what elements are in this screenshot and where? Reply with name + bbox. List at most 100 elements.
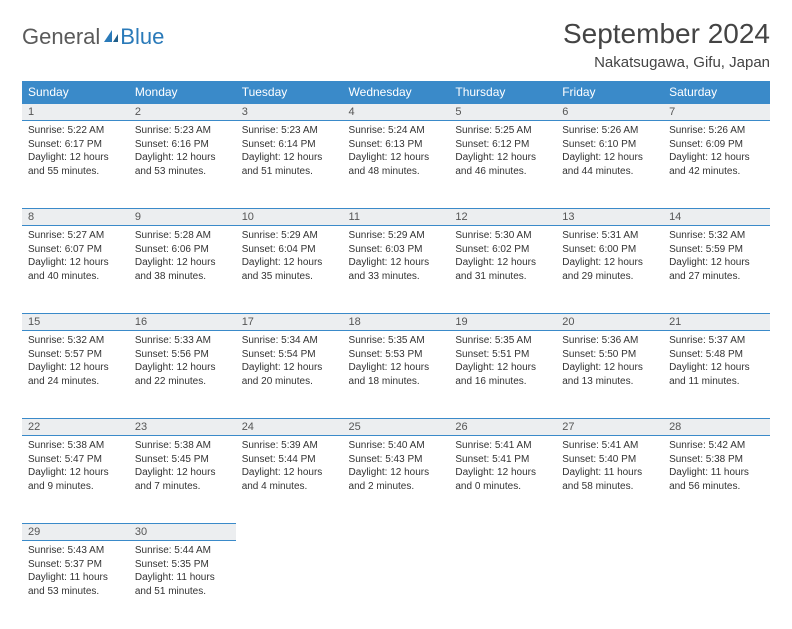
day-number-row: 2930 [22, 524, 770, 541]
sunset-text: Sunset: 6:06 PM [135, 243, 230, 257]
daylight-text: Daylight: 12 hours and 40 minutes. [28, 256, 123, 283]
sunset-text: Sunset: 6:16 PM [135, 138, 230, 152]
sunset-text: Sunset: 5:40 PM [562, 453, 657, 467]
day-number-cell: 12 [449, 209, 556, 226]
day-cell-body: Sunrise: 5:34 AMSunset: 5:54 PMDaylight:… [236, 331, 343, 394]
day-cell-body: Sunrise: 5:25 AMSunset: 6:12 PMDaylight:… [449, 121, 556, 184]
day-number-cell: 24 [236, 419, 343, 436]
day-number-cell: 2 [129, 104, 236, 121]
sunset-text: Sunset: 5:45 PM [135, 453, 230, 467]
daylight-text: Daylight: 12 hours and 29 minutes. [562, 256, 657, 283]
day-cell: Sunrise: 5:39 AMSunset: 5:44 PMDaylight:… [236, 436, 343, 524]
day-number-cell [236, 524, 343, 541]
sunset-text: Sunset: 5:41 PM [455, 453, 550, 467]
month-title: September 2024 [563, 18, 770, 50]
day-number-cell: 26 [449, 419, 556, 436]
day-cell-body: Sunrise: 5:26 AMSunset: 6:09 PMDaylight:… [663, 121, 770, 184]
day-number-cell: 23 [129, 419, 236, 436]
day-cell-body: Sunrise: 5:31 AMSunset: 6:00 PMDaylight:… [556, 226, 663, 289]
day-cell: Sunrise: 5:37 AMSunset: 5:48 PMDaylight:… [663, 331, 770, 419]
weekday-header: Sunday [22, 81, 129, 104]
sunset-text: Sunset: 5:47 PM [28, 453, 123, 467]
daylight-text: Daylight: 12 hours and 4 minutes. [242, 466, 337, 493]
day-cell: Sunrise: 5:38 AMSunset: 5:45 PMDaylight:… [129, 436, 236, 524]
sunset-text: Sunset: 5:57 PM [28, 348, 123, 362]
day-number-cell: 16 [129, 314, 236, 331]
title-block: September 2024 Nakatsugawa, Gifu, Japan [563, 18, 770, 71]
sunset-text: Sunset: 5:50 PM [562, 348, 657, 362]
sunrise-text: Sunrise: 5:28 AM [135, 229, 230, 243]
calendar-table: SundayMondayTuesdayWednesdayThursdayFrid… [22, 81, 770, 629]
day-number-cell: 19 [449, 314, 556, 331]
day-cell: Sunrise: 5:41 AMSunset: 5:41 PMDaylight:… [449, 436, 556, 524]
sunset-text: Sunset: 5:53 PM [349, 348, 444, 362]
day-number-cell: 8 [22, 209, 129, 226]
day-cell: Sunrise: 5:27 AMSunset: 6:07 PMDaylight:… [22, 226, 129, 314]
day-cell: Sunrise: 5:42 AMSunset: 5:38 PMDaylight:… [663, 436, 770, 524]
daylight-text: Daylight: 11 hours and 58 minutes. [562, 466, 657, 493]
day-cell: Sunrise: 5:31 AMSunset: 6:00 PMDaylight:… [556, 226, 663, 314]
day-cell: Sunrise: 5:41 AMSunset: 5:40 PMDaylight:… [556, 436, 663, 524]
weekday-header: Saturday [663, 81, 770, 104]
day-cell-body: Sunrise: 5:43 AMSunset: 5:37 PMDaylight:… [22, 541, 129, 604]
day-number-cell: 7 [663, 104, 770, 121]
sunset-text: Sunset: 6:00 PM [562, 243, 657, 257]
day-cell-body: Sunrise: 5:35 AMSunset: 5:53 PMDaylight:… [343, 331, 450, 394]
sunset-text: Sunset: 6:03 PM [349, 243, 444, 257]
day-cell: Sunrise: 5:23 AMSunset: 6:14 PMDaylight:… [236, 121, 343, 209]
day-cell-body: Sunrise: 5:23 AMSunset: 6:16 PMDaylight:… [129, 121, 236, 184]
daylight-text: Daylight: 11 hours and 56 minutes. [669, 466, 764, 493]
day-cell: Sunrise: 5:22 AMSunset: 6:17 PMDaylight:… [22, 121, 129, 209]
day-cell: Sunrise: 5:26 AMSunset: 6:09 PMDaylight:… [663, 121, 770, 209]
day-content-row: Sunrise: 5:27 AMSunset: 6:07 PMDaylight:… [22, 226, 770, 314]
sunrise-text: Sunrise: 5:26 AM [669, 124, 764, 138]
day-number-row: 891011121314 [22, 209, 770, 226]
day-number-row: 22232425262728 [22, 419, 770, 436]
day-number-cell: 10 [236, 209, 343, 226]
day-number-cell: 28 [663, 419, 770, 436]
day-cell: Sunrise: 5:24 AMSunset: 6:13 PMDaylight:… [343, 121, 450, 209]
sunset-text: Sunset: 5:43 PM [349, 453, 444, 467]
sunset-text: Sunset: 6:17 PM [28, 138, 123, 152]
day-number-cell [556, 524, 663, 541]
sunrise-text: Sunrise: 5:41 AM [562, 439, 657, 453]
daylight-text: Daylight: 12 hours and 53 minutes. [135, 151, 230, 178]
day-cell-body: Sunrise: 5:24 AMSunset: 6:13 PMDaylight:… [343, 121, 450, 184]
day-cell: Sunrise: 5:33 AMSunset: 5:56 PMDaylight:… [129, 331, 236, 419]
sunrise-text: Sunrise: 5:38 AM [135, 439, 230, 453]
day-number-cell: 11 [343, 209, 450, 226]
day-cell: Sunrise: 5:30 AMSunset: 6:02 PMDaylight:… [449, 226, 556, 314]
day-cell: Sunrise: 5:44 AMSunset: 5:35 PMDaylight:… [129, 541, 236, 629]
sunrise-text: Sunrise: 5:23 AM [242, 124, 337, 138]
day-cell [556, 541, 663, 629]
daylight-text: Daylight: 12 hours and 0 minutes. [455, 466, 550, 493]
day-number-cell: 14 [663, 209, 770, 226]
sunrise-text: Sunrise: 5:44 AM [135, 544, 230, 558]
day-number-cell: 3 [236, 104, 343, 121]
sunrise-text: Sunrise: 5:43 AM [28, 544, 123, 558]
sunset-text: Sunset: 6:12 PM [455, 138, 550, 152]
sunrise-text: Sunrise: 5:41 AM [455, 439, 550, 453]
daylight-text: Daylight: 12 hours and 7 minutes. [135, 466, 230, 493]
day-number-cell: 20 [556, 314, 663, 331]
day-cell: Sunrise: 5:29 AMSunset: 6:04 PMDaylight:… [236, 226, 343, 314]
day-number-cell: 29 [22, 524, 129, 541]
sunset-text: Sunset: 6:10 PM [562, 138, 657, 152]
location: Nakatsugawa, Gifu, Japan [563, 54, 770, 71]
sunrise-text: Sunrise: 5:24 AM [349, 124, 444, 138]
day-number-cell [343, 524, 450, 541]
weekday-header: Wednesday [343, 81, 450, 104]
sunset-text: Sunset: 6:13 PM [349, 138, 444, 152]
logo-text-1: General [22, 24, 100, 50]
day-cell-body: Sunrise: 5:40 AMSunset: 5:43 PMDaylight:… [343, 436, 450, 499]
logo-text-2: Blue [120, 24, 164, 50]
day-cell: Sunrise: 5:23 AMSunset: 6:16 PMDaylight:… [129, 121, 236, 209]
daylight-text: Daylight: 12 hours and 35 minutes. [242, 256, 337, 283]
day-cell-body: Sunrise: 5:39 AMSunset: 5:44 PMDaylight:… [236, 436, 343, 499]
day-cell: Sunrise: 5:29 AMSunset: 6:03 PMDaylight:… [343, 226, 450, 314]
sunset-text: Sunset: 5:37 PM [28, 558, 123, 572]
sunrise-text: Sunrise: 5:31 AM [562, 229, 657, 243]
day-cell: Sunrise: 5:28 AMSunset: 6:06 PMDaylight:… [129, 226, 236, 314]
daylight-text: Daylight: 12 hours and 31 minutes. [455, 256, 550, 283]
daylight-text: Daylight: 12 hours and 55 minutes. [28, 151, 123, 178]
